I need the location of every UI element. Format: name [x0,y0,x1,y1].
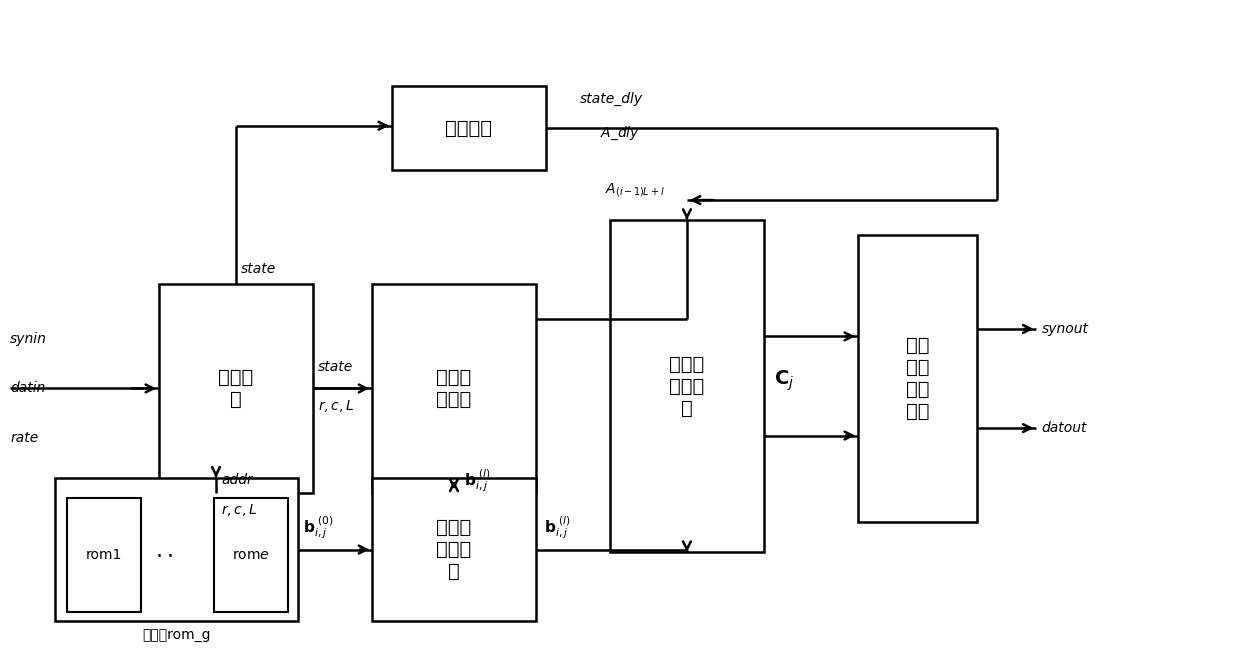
Text: datin: datin [10,382,46,395]
Text: $\mathbf{b}_{i,j}^{\ (0)}$: $\mathbf{b}_{i,j}^{\ (0)}$ [303,515,334,541]
Bar [67,498,141,611]
Text: 移位操
作模块: 移位操 作模块 [436,368,471,409]
Text: $A$_dly: $A$_dly [600,125,640,141]
Text: $r,c,L$: $r,c,L$ [221,502,258,518]
Bar [372,478,536,622]
Text: $\mathbf{b}_{i,j}^{\ (l)}$: $\mathbf{b}_{i,j}^{\ (l)}$ [464,467,491,493]
Text: 选择
移位
输出
模块: 选择 移位 输出 模块 [905,336,929,421]
Bar [392,86,546,170]
Bar [55,478,298,622]
Text: 存储器rom_g: 存储器rom_g [143,630,211,643]
Text: state_dly: state_dly [580,92,644,106]
Bar [372,284,536,493]
Text: 延迟模块: 延迟模块 [445,119,492,138]
Text: state: state [317,360,353,374]
Bar [858,235,977,522]
Text: rate: rate [10,431,38,445]
Text: 循环移
位寄存
器: 循环移 位寄存 器 [436,518,471,581]
Text: state: state [241,262,277,276]
Text: rom$e$: rom$e$ [232,548,269,561]
Text: rom1: rom1 [86,548,123,561]
Text: $\cdot\cdot$: $\cdot\cdot$ [155,545,172,565]
Text: $A_{(i-1)L+l}$: $A_{(i-1)L+l}$ [605,181,665,199]
Text: $\mathbf{b}_{i,j}^{\ (l)}$: $\mathbf{b}_{i,j}^{\ (l)}$ [543,515,570,541]
Text: addr: addr [221,473,253,487]
Bar [213,498,288,611]
Text: synin: synin [10,332,47,346]
Text: $r,c,L$: $r,c,L$ [317,398,355,414]
Text: synout: synout [1042,322,1089,336]
Bar [159,284,312,493]
Text: datout: datout [1042,421,1087,435]
Text: 校验位
计算模
块: 校验位 计算模 块 [670,354,704,417]
Text: 控制模
块: 控制模 块 [218,368,253,409]
Bar [610,220,764,552]
Text: $\mathbf{C}_{j}$: $\mathbf{C}_{j}$ [774,369,794,393]
